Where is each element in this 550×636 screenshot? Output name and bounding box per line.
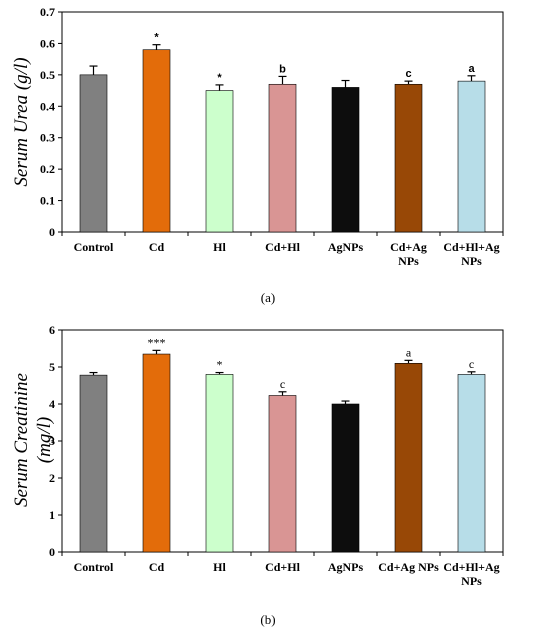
bar-urea — [457, 80, 486, 233]
significance-label: *** — [148, 335, 166, 349]
y-tick-label: 0.1 — [40, 194, 55, 208]
x-category-label: Cd — [149, 240, 165, 254]
x-category-label: Control — [74, 240, 114, 254]
bar-creatinine — [268, 395, 297, 553]
bar-creatinine — [394, 362, 423, 553]
x-category-label: NPs — [461, 254, 482, 268]
significance-label: c — [405, 68, 411, 80]
x-category-label: Cd+Hl — [265, 240, 301, 254]
significance-label: a — [406, 345, 412, 359]
bar-creatinine — [142, 353, 171, 553]
y-tick-label: 0 — [49, 545, 55, 559]
panel-label-a: (a) — [261, 290, 275, 305]
y-tick-label: 3 — [49, 434, 55, 448]
y-tick-label: 4 — [49, 397, 55, 411]
bar-urea — [79, 74, 108, 233]
y-tick-label: 0.2 — [40, 162, 55, 176]
x-category-label: AgNPs — [328, 560, 364, 574]
significance-label: c — [469, 357, 474, 371]
y-tick-label: 0 — [49, 225, 55, 239]
x-category-label: Cd+Hl+Ag — [443, 240, 499, 254]
bar-urea — [142, 49, 171, 233]
significance-label: * — [154, 32, 159, 44]
y-tick-label: 0.5 — [40, 68, 55, 82]
x-category-label: Hl — [213, 240, 226, 254]
bar-creatinine — [457, 374, 486, 553]
y-axis-label-urea: Serum Urea (g/l) — [11, 57, 32, 186]
x-category-label: Control — [74, 560, 114, 574]
y-axis-label-creatinine: Serum Creatinine — [11, 373, 32, 507]
y-tick-label: 0.4 — [40, 99, 55, 113]
x-category-label: Cd+Hl — [265, 560, 301, 574]
y-tick-label: 5 — [49, 360, 55, 374]
panel-label-b: (b) — [260, 612, 275, 627]
x-category-label: NPs — [461, 574, 482, 588]
chart-urea: Serum Urea (g/l) (a) 0 0.1 0.2 0.3 0.4 0.5 0.6… — [11, 5, 504, 305]
bar-urea — [331, 87, 360, 233]
y-tick-label: 0.6 — [40, 36, 55, 50]
x-category-label: Cd — [149, 560, 165, 574]
significance-label: c — [280, 377, 285, 391]
y-tick-label: 0.3 — [40, 131, 55, 145]
x-category-label: AgNPs — [328, 240, 364, 254]
y-tick-label: 1 — [49, 508, 55, 522]
bar-creatinine — [205, 374, 234, 553]
y-tick-label: 6 — [49, 323, 55, 337]
significance-label: * — [217, 358, 223, 372]
bar-creatinine — [331, 403, 360, 553]
x-category-label: Hl — [213, 560, 226, 574]
bar-urea — [268, 83, 297, 233]
x-category-label: Cd+Ag NPs — [378, 560, 439, 574]
bar-creatinine — [79, 374, 108, 553]
significance-label: * — [217, 72, 222, 84]
chart-creatinine: Serum Creatinine (mg/l) (b) 0 1 2 3 4 5 6 Contr… — [11, 323, 504, 627]
significance-label: a — [468, 63, 475, 75]
x-category-label: Cd+Hl+Ag — [443, 560, 499, 574]
bar-urea — [205, 90, 234, 233]
bar-urea — [394, 83, 423, 233]
y-tick-label: 0.7 — [40, 5, 55, 19]
significance-label: b — [279, 63, 286, 75]
y-tick-label: 2 — [49, 471, 55, 485]
x-category-label: Cd+Ag — [390, 240, 427, 254]
y-axis-unit-creatinine: (mg/l) — [34, 417, 55, 463]
x-category-label: NPs — [398, 254, 419, 268]
